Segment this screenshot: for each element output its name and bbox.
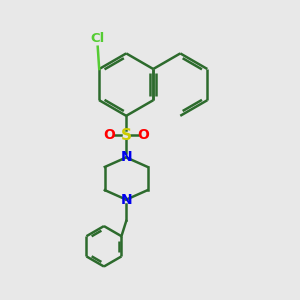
Text: S: S — [121, 128, 132, 142]
Text: Cl: Cl — [91, 32, 105, 45]
Text: N: N — [120, 193, 132, 207]
Text: O: O — [137, 128, 149, 142]
Text: N: N — [120, 150, 132, 164]
Text: O: O — [103, 128, 116, 142]
